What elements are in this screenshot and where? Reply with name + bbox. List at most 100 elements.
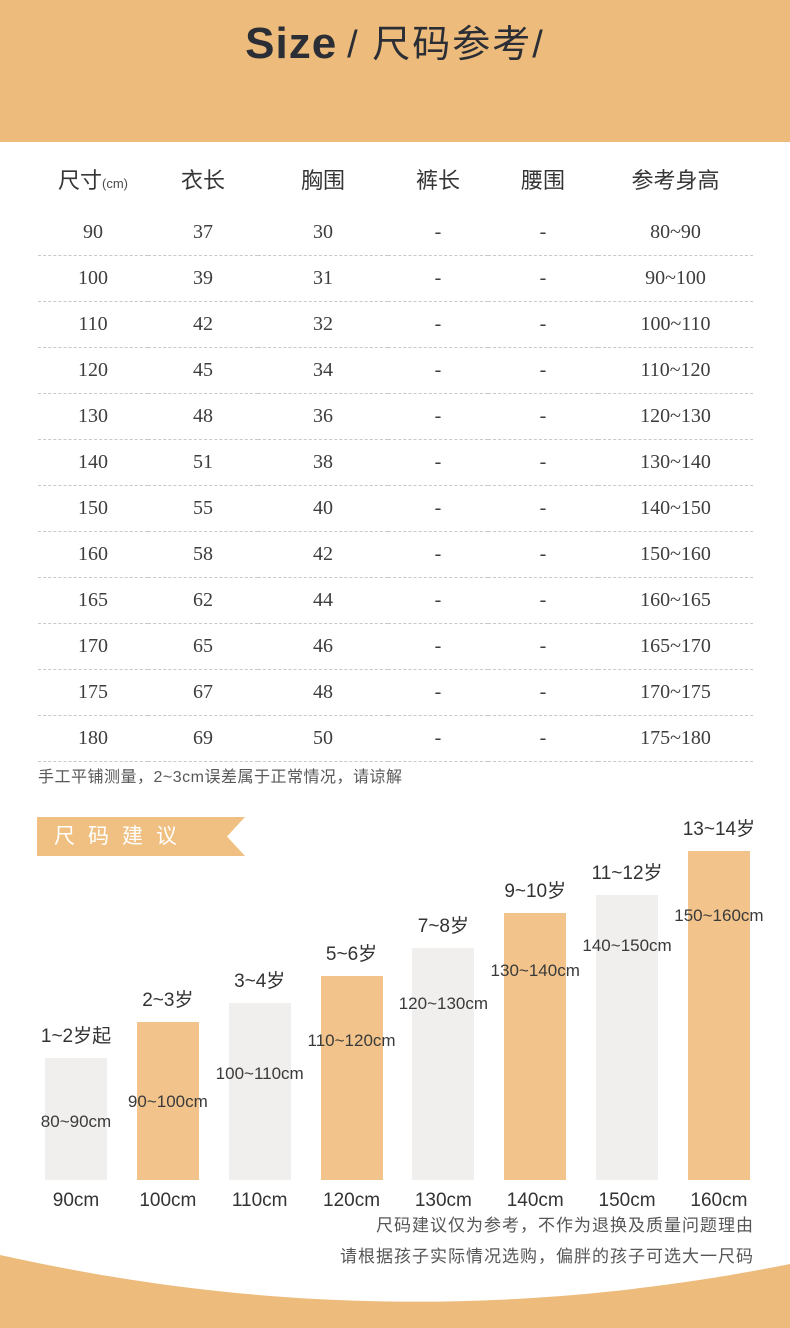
table-cell-clothes-length: 48 (148, 393, 258, 440)
bar-size-label: 120cm (323, 1190, 381, 1211)
table-cell-ref-height: 175~180 (598, 715, 753, 762)
table-cell-chest: 40 (258, 485, 388, 532)
table-cell-ref-height: 90~100 (598, 255, 753, 302)
bar-size-label: 140cm (506, 1190, 564, 1211)
table-cell-clothes-length: 55 (148, 485, 258, 532)
table-cell-waist: - (488, 577, 598, 624)
table-cell-clothes-length: 37 (148, 210, 258, 256)
table-cell-pants-length: - (388, 531, 488, 578)
table-row: 110 42 32 - - 100~110 (38, 301, 753, 348)
bar-age-label: 1~2岁起 (40, 1026, 112, 1047)
table-cell-waist: - (488, 623, 598, 670)
table-cell-clothes-length: 51 (148, 439, 258, 486)
table-cell-ref-height: 140~150 (598, 485, 753, 532)
table-row: 175 67 48 - - 170~175 (38, 669, 753, 716)
size-table: 尺寸(cm) 衣长 胸围 裤长 腰围 参考身高 90 37 30 - - 80~… (38, 148, 753, 762)
table-cell-size: 180 (38, 715, 148, 762)
table-cell-pants-length: - (388, 669, 488, 716)
table-cell-clothes-length: 42 (148, 301, 258, 348)
table-cell-size: 140 (38, 439, 148, 486)
bar: 140~150cm (582, 895, 672, 1180)
column-header-clothes-length: 衣长 (180, 168, 225, 193)
table-cell-chest: 31 (258, 255, 388, 302)
bar-size-label: 100cm (139, 1190, 197, 1211)
table-row: 160 58 42 - - 150~160 (38, 531, 753, 578)
table-row: 90 37 30 - - 80~90 (38, 210, 753, 256)
table-cell-waist: - (488, 531, 598, 578)
chart-bar-column: 3~4岁 100~110cm 110cm (216, 830, 304, 1211)
table-cell-pants-length: - (388, 301, 488, 348)
column-header-size-label: 尺寸 (57, 168, 102, 193)
table-cell-chest: 34 (258, 347, 388, 394)
bar-age-label: 2~3岁 (142, 990, 194, 1011)
chart-bar-column: 2~3岁 90~100cm 100cm (128, 830, 208, 1211)
table-row: 170 65 46 - - 165~170 (38, 623, 753, 670)
table-header-row: 尺寸(cm) 衣长 胸围 裤长 腰围 参考身高 (38, 148, 753, 210)
table-cell-chest: 32 (258, 301, 388, 348)
size-table-header: 尺寸(cm) 衣长 胸围 裤长 腰围 参考身高 (38, 148, 753, 210)
bar-size-label: 150cm (598, 1190, 656, 1211)
column-header-chest: 胸围 (300, 168, 345, 193)
column-header-waist: 腰围 (520, 168, 565, 193)
table-cell-size: 100 (38, 255, 148, 302)
bar-size-label: 130cm (414, 1190, 472, 1211)
table-cell-clothes-length: 58 (148, 531, 258, 578)
header-banner: Size / 尺码参考/ (0, 0, 790, 142)
bar-range-label: 90~100cm (127, 1092, 208, 1111)
size-table-section: 尺寸(cm) 衣长 胸围 裤长 腰围 参考身高 90 37 30 - - 80~… (38, 148, 753, 762)
table-cell-chest: 46 (258, 623, 388, 670)
bar-size-label: 110cm (231, 1190, 288, 1211)
bar-range-label: 100~110cm (215, 1064, 304, 1083)
table-cell-pants-length: - (388, 623, 488, 670)
table-cell-waist: - (488, 255, 598, 302)
chart-bar-column: 13~14岁 150~160cm 160cm (674, 819, 763, 1211)
bar: 110~120cm (308, 976, 396, 1180)
table-cell-pants-length: - (388, 255, 488, 302)
table-cell-size: 120 (38, 347, 148, 394)
bar: 80~90cm (41, 1058, 111, 1180)
table-cell-size: 150 (38, 485, 148, 532)
table-cell-waist: - (488, 439, 598, 486)
chart-bar-column: 11~12岁 140~150cm 150cm (582, 830, 672, 1211)
size-chart: 1~2岁起 80~90cm 90cm 2~3岁 90~100cm 100cm 3… (0, 819, 790, 1211)
measure-footnote: 手工平铺测量，2~3cm误差属于正常情况，请谅解 (38, 769, 403, 786)
table-cell-ref-height: 130~140 (598, 439, 753, 486)
table-cell-waist: - (488, 347, 598, 394)
table-cell-chest: 48 (258, 669, 388, 716)
footer-wave (0, 1255, 790, 1328)
disclaimer-line-1: 尺码建议仅为参考，不作为退换及质量问题理由 (376, 1216, 754, 1235)
table-cell-clothes-length: 69 (148, 715, 258, 762)
table-cell-pants-length: - (388, 347, 488, 394)
disclaimer-notes: 尺码建议仅为参考，不作为退换及质量问题理由 请根据孩子实际情况选购，偏胖的孩子可… (340, 1210, 754, 1272)
bar: 130~140cm (491, 913, 580, 1180)
table-cell-waist: - (488, 210, 598, 256)
bar-range-label: 120~130cm (398, 994, 489, 1013)
table-cell-clothes-length: 65 (148, 623, 258, 670)
table-cell-ref-height: 100~110 (598, 301, 753, 348)
table-cell-pants-length: - (388, 439, 488, 486)
table-cell-chest: 42 (258, 531, 388, 578)
table-cell-size: 110 (38, 301, 148, 348)
table-cell-ref-height: 170~175 (598, 669, 753, 716)
bar-range-label: 130~140cm (490, 961, 580, 980)
table-cell-ref-height: 165~170 (598, 623, 753, 670)
table-cell-pants-length: - (388, 577, 488, 624)
bar: 90~100cm (128, 1022, 208, 1180)
table-cell-ref-height: 120~130 (598, 393, 753, 440)
chart-bar-column: 9~10岁 130~140cm 140cm (491, 830, 580, 1211)
page-title-en: Size (245, 19, 338, 68)
chart-bar-column: 7~8岁 120~130cm 130cm (399, 830, 488, 1211)
table-cell-ref-height: 110~120 (598, 347, 753, 394)
table-row: 100 39 31 - - 90~100 (38, 255, 753, 302)
chart-bar-column: 1~2岁起 80~90cm 90cm (41, 830, 111, 1211)
table-cell-size: 175 (38, 669, 148, 716)
chart-bar-column: 5~6岁 110~120cm 120cm (308, 830, 396, 1211)
bar-age-label: 13~14岁 (682, 819, 756, 840)
table-cell-waist: - (488, 485, 598, 532)
table-cell-waist: - (488, 301, 598, 348)
bar-range-label: 150~160cm (674, 906, 764, 925)
table-cell-chest: 30 (258, 210, 388, 256)
table-cell-size: 170 (38, 623, 148, 670)
page-title-cn: / 尺码参考/ (347, 24, 545, 66)
